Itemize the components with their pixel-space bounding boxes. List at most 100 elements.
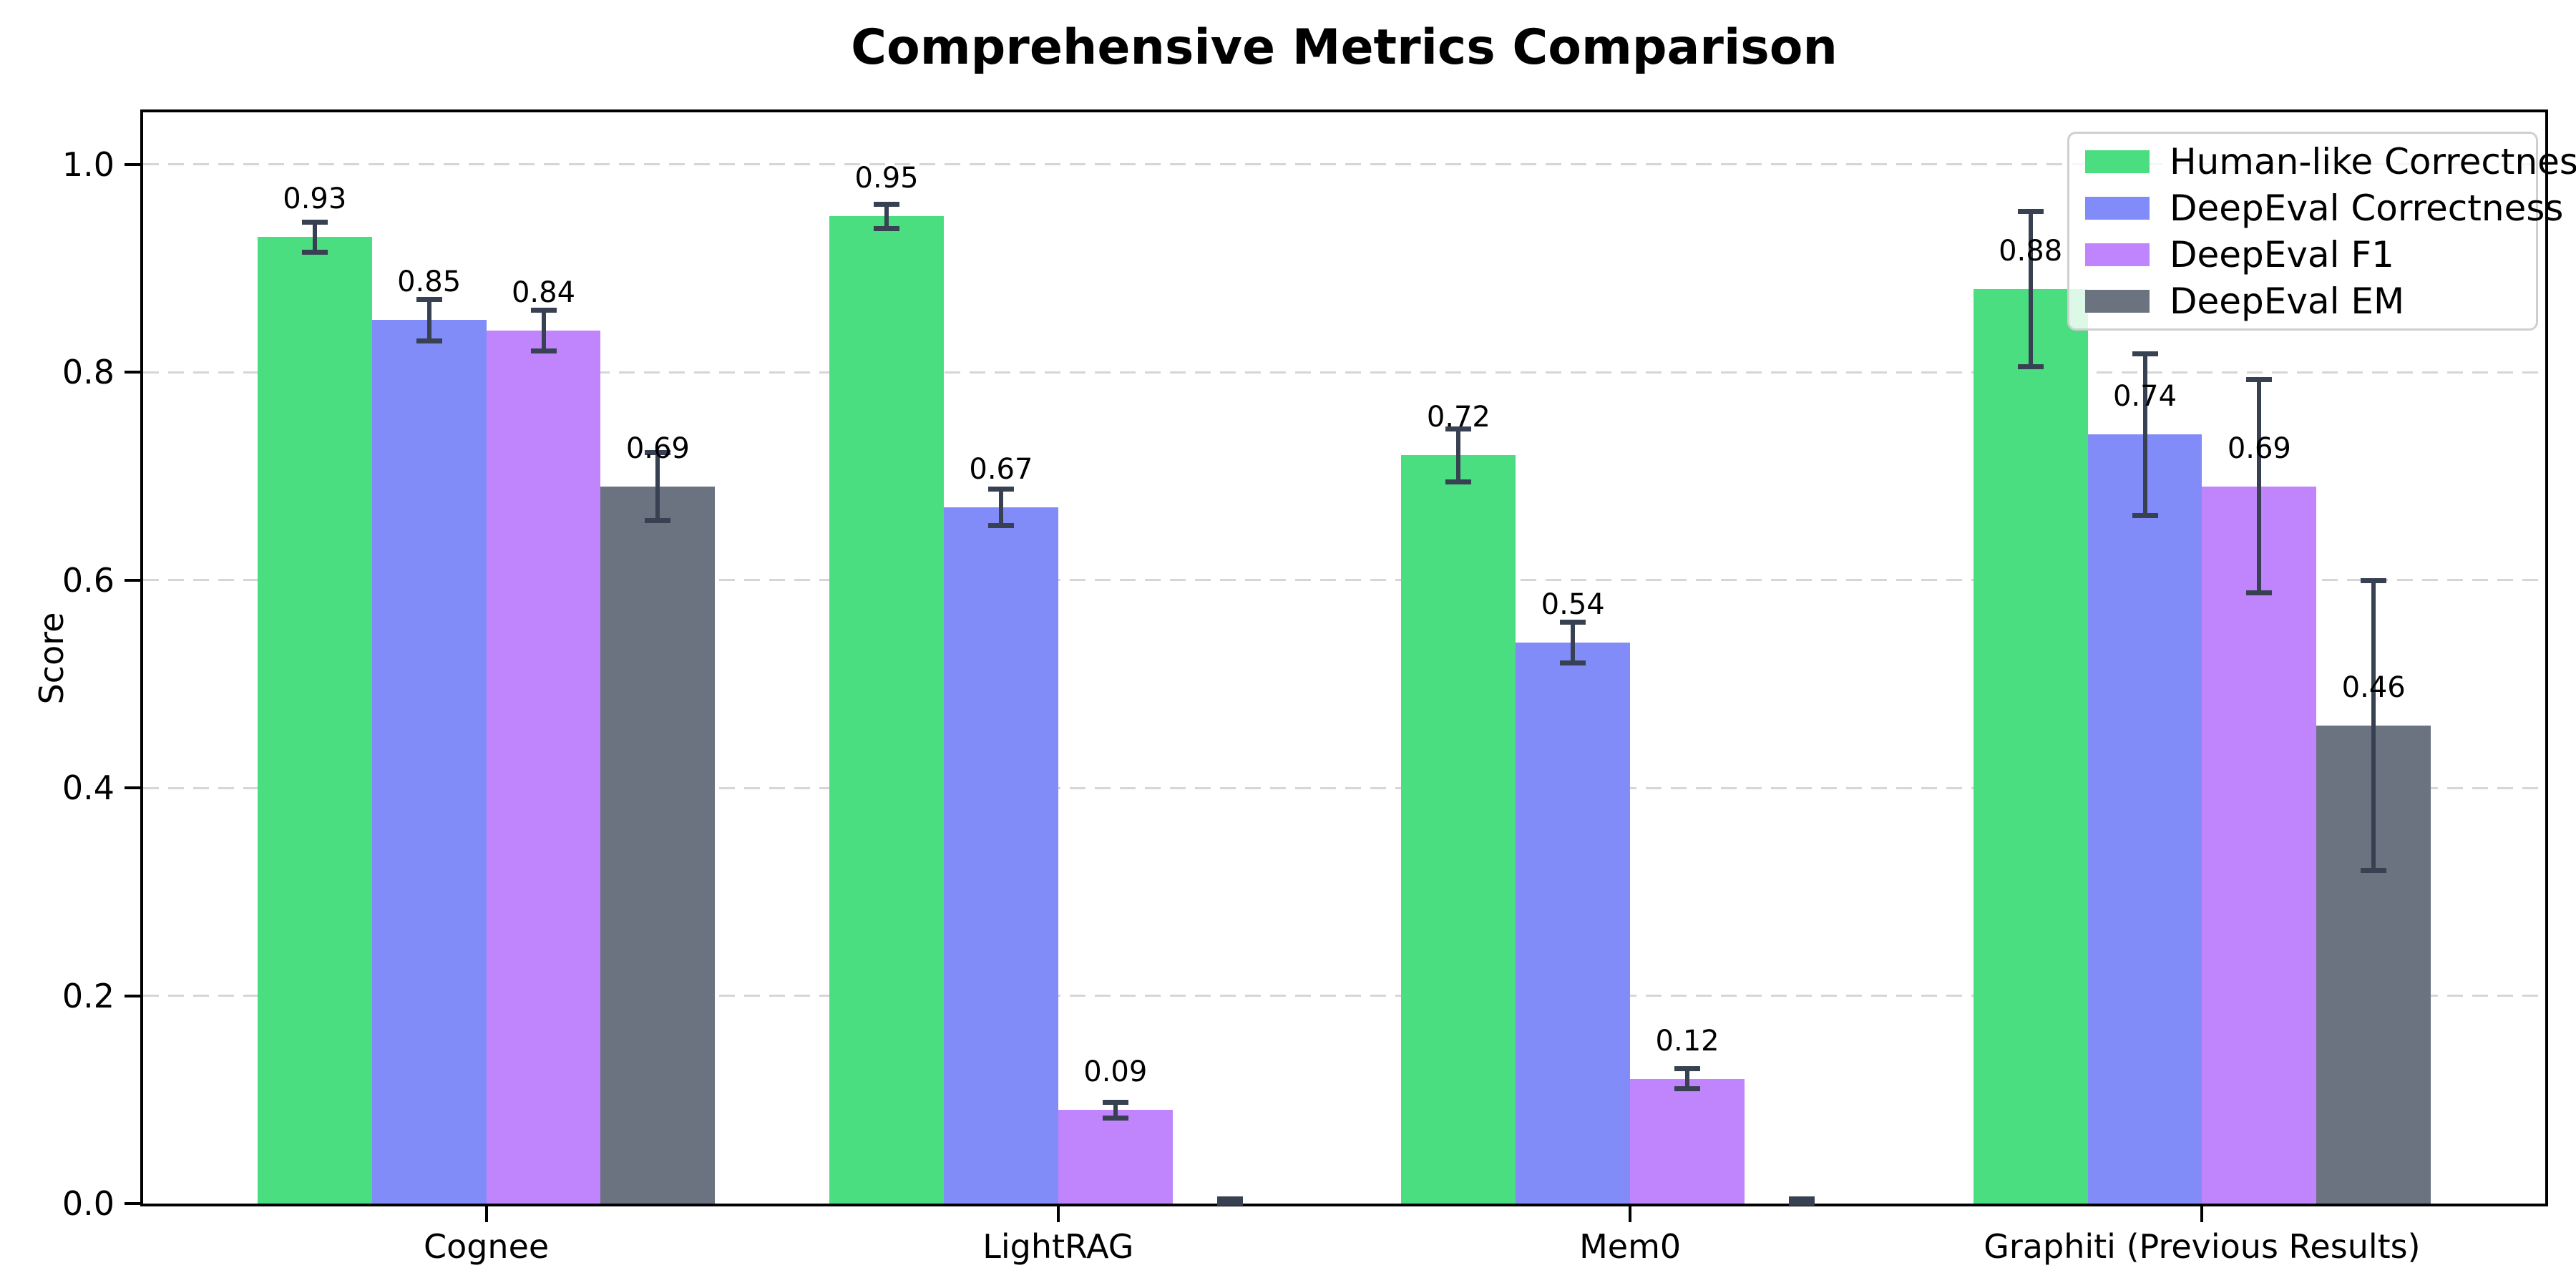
error-bar-line (2142, 353, 2147, 516)
error-bar-cap-bottom (874, 225, 900, 231)
error-bar-line (2028, 210, 2033, 367)
error-bar-cap-top (1102, 1099, 1128, 1105)
value-label: 0.67 (969, 452, 1033, 486)
value-label: 0.72 (1426, 401, 1491, 434)
bar (944, 507, 1058, 1204)
error-bar-cap-top (1216, 1196, 1243, 1201)
gridline (143, 786, 2545, 789)
x-tick-mark (2200, 1204, 2204, 1222)
y-tick-label: 0.4 (62, 769, 114, 808)
value-label: 0.69 (625, 431, 690, 465)
bar (1401, 455, 1516, 1204)
error-bar-cap-top (2361, 577, 2387, 583)
y-tick-mark (125, 1202, 143, 1205)
error-bar-cap-top (1674, 1066, 1701, 1072)
error-bar-line (541, 309, 546, 352)
bar (1516, 642, 1631, 1204)
error-bar-cap-top (530, 307, 557, 313)
error-bar-cap-bottom (530, 348, 557, 354)
legend-item: Human-like Correctness (2069, 138, 2576, 185)
y-tick-mark (125, 371, 143, 374)
error-bar-line (884, 203, 889, 229)
legend-item: DeepEval F1 (2069, 231, 2536, 278)
bar (2202, 486, 2317, 1204)
x-tick-mark (1629, 1204, 1632, 1222)
error-bar-cap-top (1560, 619, 1586, 625)
value-label: 0.09 (1083, 1055, 1148, 1089)
error-bar-cap-bottom (1788, 1201, 1815, 1206)
legend-swatch (2085, 243, 2150, 266)
chart-title: Comprehensive Metrics Comparison (851, 19, 1838, 76)
error-bar-cap-top (1445, 426, 1472, 431)
error-bar-cap-top (987, 486, 1014, 492)
error-bar-cap-top (301, 219, 328, 225)
value-label: 0.95 (854, 162, 919, 195)
y-tick-label: 0.8 (62, 353, 114, 392)
x-tick-mark (484, 1204, 488, 1222)
value-label: 0.69 (2227, 431, 2291, 465)
value-label: 0.85 (397, 265, 462, 299)
error-bar-line (1113, 1101, 1118, 1118)
y-tick-label: 0.2 (62, 976, 114, 1015)
error-bar-cap-top (2246, 377, 2273, 383)
x-tick-label: Graphiti (Previous Results) (1984, 1227, 2421, 1266)
error-bar-cap-bottom (301, 250, 328, 255)
error-bar-cap-bottom (1445, 479, 1472, 485)
bar (257, 237, 372, 1204)
error-bar-line (655, 452, 660, 521)
error-bar-cap-bottom (2246, 590, 2273, 596)
legend-swatch (2085, 289, 2150, 313)
legend-label: DeepEval Correctness (2170, 187, 2564, 229)
bar (600, 486, 716, 1204)
value-label: 0.88 (1999, 234, 2063, 268)
error-bar-cap-bottom (1102, 1115, 1128, 1121)
error-bar-line (1571, 621, 1576, 663)
gridline (143, 163, 2545, 166)
legend-swatch (2085, 196, 2150, 220)
bar (486, 331, 601, 1204)
gridline (143, 579, 2545, 582)
bar (1973, 288, 2088, 1204)
gridline (143, 995, 2545, 997)
error-bar-line (998, 488, 1003, 527)
value-label: 0.84 (511, 276, 576, 309)
error-bar-cap-bottom (1674, 1086, 1701, 1092)
y-tick-mark (125, 786, 143, 790)
error-bar-cap-bottom (987, 523, 1014, 529)
error-bar-cap-top (874, 201, 900, 207)
value-label: 0.12 (1655, 1024, 1719, 1058)
bar (1630, 1078, 1745, 1204)
error-bar-cap-top (416, 297, 442, 303)
error-bar-cap-bottom (2017, 364, 2044, 369)
error-bar-line (312, 221, 317, 253)
y-tick-mark (125, 578, 143, 582)
x-tick-label: Mem0 (1579, 1227, 1682, 1266)
error-bar-cap-bottom (645, 517, 671, 523)
error-bar-cap-bottom (1560, 660, 1586, 665)
legend-item: DeepEval EM (2069, 278, 2536, 324)
plot-area (140, 109, 2548, 1206)
legend-item: DeepEval Correctness (2069, 185, 2563, 231)
y-axis-label: Score (32, 612, 71, 705)
bar (2087, 434, 2202, 1204)
legend: Human-like Correctness DeepEval Correctne… (2067, 132, 2576, 331)
x-tick-label: LightRAG (982, 1227, 1134, 1266)
error-bar-cap-top (1788, 1196, 1815, 1201)
bar (829, 216, 944, 1204)
error-bar-cap-top (2132, 351, 2158, 356)
value-label: 0.46 (2341, 670, 2406, 704)
error-bar-line (2257, 379, 2262, 594)
error-bar-line (2371, 580, 2376, 872)
legend-label: DeepEval F1 (2170, 233, 2394, 275)
error-bar-cap-bottom (2361, 868, 2387, 874)
legend-label: DeepEval EM (2170, 280, 2405, 322)
y-tick-label: 0.6 (62, 560, 114, 600)
legend-swatch (2085, 150, 2150, 173)
error-bar-cap-top (2017, 208, 2044, 214)
bar (1058, 1110, 1173, 1204)
error-bar-line (1456, 428, 1461, 483)
x-tick-label: Cognee (423, 1227, 550, 1266)
error-bar-line (1685, 1068, 1690, 1090)
x-tick-mark (1056, 1204, 1060, 1222)
gridline (143, 371, 2545, 374)
